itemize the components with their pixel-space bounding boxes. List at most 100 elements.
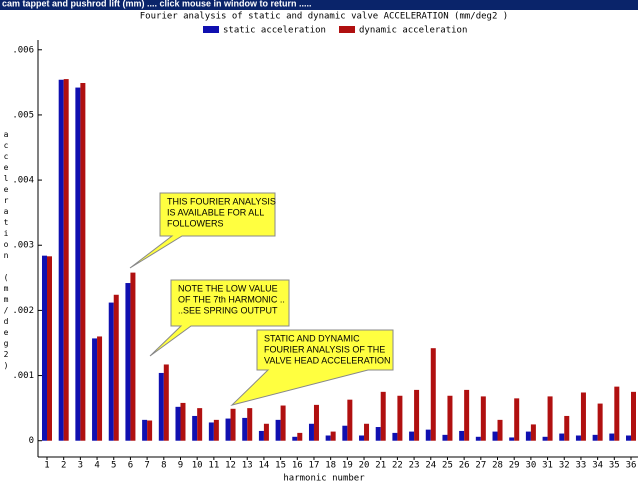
bar — [626, 435, 631, 441]
bar — [564, 415, 570, 441]
bar — [364, 423, 370, 441]
x-tick-label: 16 — [292, 461, 303, 471]
legend-swatch — [339, 26, 355, 33]
callout-text: STATIC AND DYNAMIC — [264, 333, 360, 343]
x-tick-label: 13 — [242, 461, 253, 471]
bar — [609, 433, 615, 441]
bar — [392, 432, 398, 441]
x-tick-label: 3 — [78, 461, 83, 471]
bar — [292, 436, 298, 441]
bar — [614, 386, 620, 441]
bar — [313, 404, 319, 441]
x-tick-label: 7 — [144, 461, 149, 471]
bar — [63, 79, 69, 441]
bar — [113, 294, 119, 441]
x-tick-label: 31 — [542, 461, 553, 471]
x-tick-label: 8 — [161, 461, 166, 471]
chart-title: Fourier analysis of static and dynamic v… — [140, 12, 508, 22]
bar — [547, 396, 553, 441]
bar — [108, 302, 114, 441]
x-tick-label: 27 — [475, 461, 486, 471]
x-tick-label: 28 — [492, 461, 503, 471]
callout-text: VALVE HEAD ACCELERATION — [264, 355, 391, 365]
bar — [397, 395, 403, 441]
bar — [213, 419, 219, 441]
bar — [514, 398, 520, 441]
bar — [180, 402, 186, 441]
bar — [375, 427, 381, 441]
bar — [442, 434, 448, 441]
callout-text: ..SEE SPRING OUTPUT — [178, 305, 278, 315]
x-tick-label: 30 — [525, 461, 536, 471]
bar — [263, 423, 269, 441]
bar — [409, 431, 415, 441]
x-tick-label: 4 — [94, 461, 99, 471]
bar — [325, 435, 331, 441]
bar — [347, 399, 353, 441]
x-tick-label: 35 — [609, 461, 620, 471]
bar — [414, 389, 420, 441]
bar — [530, 424, 536, 441]
bar — [147, 420, 153, 441]
x-tick-label: 14 — [258, 461, 269, 471]
bar — [97, 336, 103, 441]
bar — [592, 434, 598, 441]
callout-text: OF THE 7th HARMONIC .. — [178, 294, 285, 304]
x-tick-label: 26 — [459, 461, 470, 471]
x-tick-label: 34 — [592, 461, 603, 471]
bar — [247, 408, 253, 441]
callout-text: FOURIER ANALYSIS OF THE — [264, 344, 385, 354]
bar — [192, 415, 198, 441]
legend-label: static acceleration — [223, 26, 326, 36]
bar — [525, 431, 531, 441]
y-tick-label: .002 — [12, 306, 34, 316]
bar — [492, 431, 498, 441]
x-tick-label: 21 — [375, 461, 386, 471]
x-tick-label: 20 — [359, 461, 370, 471]
bar — [509, 437, 515, 441]
bar — [42, 255, 47, 441]
bar — [425, 429, 431, 441]
bar — [464, 389, 470, 441]
bar — [275, 419, 281, 441]
x-axis-label: harmonic number — [283, 474, 365, 484]
bar — [380, 391, 386, 441]
bar — [330, 431, 336, 441]
x-tick-label: 36 — [626, 461, 637, 471]
window-title: cam tappet and pushrod lift (mm) .... cl… — [2, 0, 312, 8]
x-tick-label: 19 — [342, 461, 353, 471]
bar — [297, 432, 303, 441]
callout — [149, 279, 290, 357]
bar — [130, 272, 136, 441]
x-tick-label: 23 — [409, 461, 420, 471]
bar — [58, 79, 64, 441]
bar — [92, 338, 98, 441]
x-tick-label: 29 — [509, 461, 520, 471]
bar — [197, 408, 203, 441]
x-tick-label: 11 — [208, 461, 219, 471]
x-tick-label: 2 — [61, 461, 66, 471]
x-tick-label: 24 — [425, 461, 436, 471]
bar — [497, 419, 503, 441]
x-tick-label: 10 — [192, 461, 203, 471]
bar — [342, 425, 348, 441]
bar — [559, 433, 565, 441]
callout-text: IS AVAILABLE FOR ALL — [167, 207, 264, 217]
bar — [47, 256, 52, 441]
bar — [359, 435, 365, 441]
y-tick-label: .003 — [12, 241, 34, 251]
bar — [575, 435, 581, 441]
bar — [242, 417, 248, 441]
legend-label: dynamic acceleration — [359, 26, 467, 36]
y-tick-label: .001 — [12, 371, 34, 381]
bar — [258, 430, 264, 441]
bar — [597, 403, 603, 441]
x-tick-label: 17 — [309, 461, 320, 471]
y-tick-label: .006 — [12, 45, 34, 55]
x-tick-label: 32 — [559, 461, 570, 471]
bar — [175, 406, 181, 441]
bar — [459, 430, 465, 441]
bar — [125, 283, 131, 441]
bar — [163, 364, 169, 441]
